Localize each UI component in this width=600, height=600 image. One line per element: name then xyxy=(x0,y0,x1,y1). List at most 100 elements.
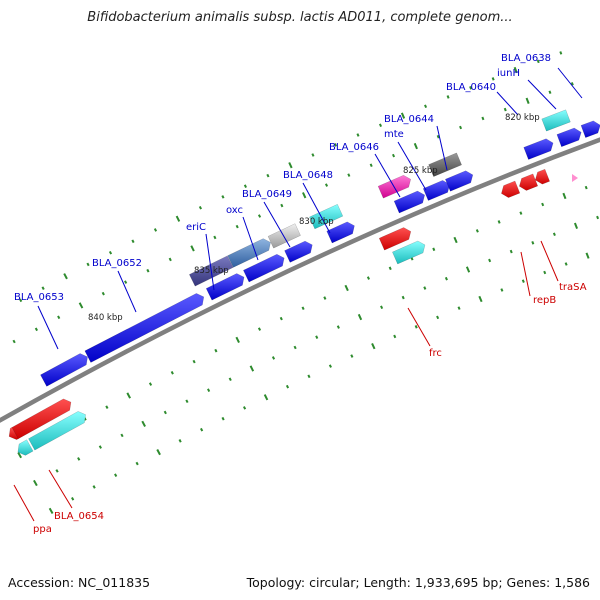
tick-mark xyxy=(101,291,105,296)
tick-mark xyxy=(293,345,297,350)
tick-mark xyxy=(453,236,458,244)
gene-blue-a[interactable] xyxy=(205,273,245,301)
tick-mark xyxy=(257,327,262,331)
gene-label-trasa[interactable]: traSA xyxy=(559,282,587,293)
tick-mark xyxy=(521,279,525,283)
tick-mark xyxy=(513,66,518,74)
tick-mark xyxy=(446,95,450,99)
gene-blue-c[interactable] xyxy=(284,240,313,263)
gene-label-eric[interactable]: eriC xyxy=(186,222,206,233)
tick-mark xyxy=(243,184,247,188)
gene-blue-g[interactable] xyxy=(445,170,474,192)
tick-mark xyxy=(148,382,153,386)
tick-mark xyxy=(263,394,269,401)
tick-mark xyxy=(424,104,428,108)
tick-mark xyxy=(413,142,418,150)
tick-mark xyxy=(357,313,363,321)
tick-mark xyxy=(105,405,109,409)
tick-mark xyxy=(478,295,483,303)
gene-oxc[interactable] xyxy=(227,238,271,268)
gene-label-bla-0649[interactable]: BLA_0649 xyxy=(242,189,292,200)
tick-mark xyxy=(288,162,293,169)
tick-mark xyxy=(108,250,113,255)
tick-mark xyxy=(78,302,84,309)
gene-bla-0648[interactable] xyxy=(309,203,344,230)
tick-mark xyxy=(86,262,90,267)
tick-mark xyxy=(17,452,23,459)
gene-label-bla-0640[interactable]: BLA_0640 xyxy=(446,82,496,93)
tick-mark xyxy=(175,215,181,222)
tick-mark xyxy=(221,416,225,421)
topology-summary: Topology: circular; Length: 1,933,695 bp… xyxy=(246,575,590,590)
gene-cyan-c[interactable] xyxy=(392,240,426,265)
gene-blue-d[interactable] xyxy=(326,221,355,244)
tick-mark xyxy=(596,215,600,220)
label-leader-lines xyxy=(13,67,583,522)
gene-label-iunh[interactable]: iunH xyxy=(497,68,520,79)
leader-line xyxy=(117,270,137,313)
leader-line xyxy=(397,141,427,191)
gene-cyan-a[interactable] xyxy=(28,411,86,451)
gene-label-ppa[interactable]: ppa xyxy=(33,524,52,535)
tick-mark xyxy=(131,239,135,244)
map-title: Bifidobacterium animalis subsp. lactis A… xyxy=(87,10,513,25)
gene-label-bla-0644[interactable]: BLA_0644 xyxy=(384,114,434,125)
gene-repb[interactable] xyxy=(519,173,539,191)
tick-mark xyxy=(371,343,376,350)
gene-label-bla-0646[interactable]: BLA_0646 xyxy=(329,142,379,153)
gene-blue-e[interactable] xyxy=(393,190,425,214)
leader-line xyxy=(37,305,59,350)
gene-mte[interactable] xyxy=(428,152,462,177)
accession-text: Accession: NC_011835 xyxy=(8,575,151,590)
gene-marker-pink[interactable] xyxy=(572,174,578,182)
tick-mark xyxy=(55,469,59,473)
gene-bla-0653[interactable] xyxy=(40,353,88,387)
gene-frc[interactable] xyxy=(378,227,412,251)
tick-mark xyxy=(444,276,448,281)
gene-label-frc[interactable]: frc xyxy=(429,348,442,359)
tick-mark xyxy=(124,280,128,284)
gene-label-mte[interactable]: mte xyxy=(384,129,404,140)
gene-label-oxc[interactable]: oxc xyxy=(226,205,243,216)
tick-mark xyxy=(392,153,396,158)
tick-mark xyxy=(548,90,552,95)
tick-mark xyxy=(543,270,547,275)
gene-blue-j[interactable] xyxy=(580,120,600,138)
gene-label-bla-0638[interactable]: BLA_0638 xyxy=(501,53,551,64)
gene-red-a[interactable] xyxy=(501,180,521,198)
tick-mark xyxy=(519,211,523,215)
gene-blue-b[interactable] xyxy=(243,254,285,283)
gene-label-bla-0648[interactable]: BLA_0648 xyxy=(283,170,333,181)
gene-ppa[interactable] xyxy=(8,427,19,440)
scale-label-840: 840 kbp xyxy=(88,313,123,323)
tick-mark xyxy=(584,185,588,190)
leader-line xyxy=(407,307,431,347)
gene-iunh[interactable] xyxy=(541,109,571,132)
gene-bla-0649[interactable] xyxy=(267,223,301,249)
tick-mark xyxy=(285,384,290,389)
scale-label-825: 825 kbp xyxy=(403,166,438,176)
gene-bla-0652[interactable] xyxy=(84,293,205,363)
gene-cyan-b[interactable] xyxy=(17,439,34,456)
tick-mark xyxy=(200,427,204,432)
gene-label-bla-0653[interactable]: BLA_0653 xyxy=(14,292,64,303)
leader-line xyxy=(263,201,291,248)
tick-mark xyxy=(531,241,535,245)
tick-mark xyxy=(324,183,329,187)
tick-mark xyxy=(315,335,319,339)
gene-blue-h[interactable] xyxy=(523,138,554,160)
tick-mark xyxy=(257,214,262,218)
gene-trasa[interactable] xyxy=(534,168,550,185)
gene-blue-f[interactable] xyxy=(422,180,451,201)
tick-mark xyxy=(279,316,283,321)
gene-label-bla-0652[interactable]: BLA_0652 xyxy=(92,258,142,269)
tick-mark xyxy=(393,334,397,339)
gene-label-repb[interactable]: repB xyxy=(533,295,556,306)
tick-mark xyxy=(457,306,461,310)
tick-mark xyxy=(380,305,384,310)
tick-mark xyxy=(213,235,217,240)
gene-label-bla-0654[interactable]: BLA_0654 xyxy=(54,511,104,522)
tick-mark xyxy=(414,325,418,329)
gene-blue-i[interactable] xyxy=(556,127,582,148)
tick-mark xyxy=(423,286,427,290)
